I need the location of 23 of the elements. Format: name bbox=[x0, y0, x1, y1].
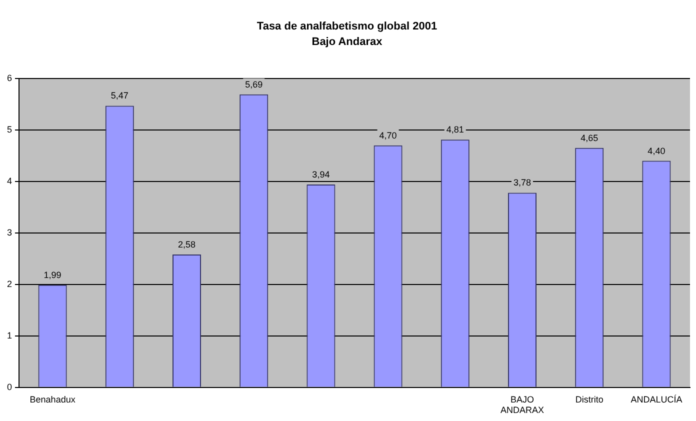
data-label: 3,78 bbox=[513, 178, 532, 188]
chart-title: Tasa de analfabetismo global 2001 bbox=[256, 20, 438, 33]
y-tick-label: 2 bbox=[6, 278, 12, 289]
chart-subtitle: Bajo Andarax bbox=[312, 36, 384, 48]
y-tick-label: 1 bbox=[6, 330, 12, 340]
y-tick-label: 6 bbox=[6, 72, 12, 83]
x-tick-label: BAJO ANDARAX bbox=[500, 394, 544, 416]
y-tick-label: 4 bbox=[6, 176, 12, 186]
x-tick-label: Distrito bbox=[575, 394, 604, 404]
y-tick-label: 0 bbox=[6, 382, 12, 392]
x-tick-label: Benahadux bbox=[30, 394, 76, 404]
data-label: 4,40 bbox=[648, 146, 666, 156]
x-tick-label: ANDALUCÍA bbox=[630, 394, 682, 404]
data-label: 5,69 bbox=[245, 79, 263, 90]
data-label: 4,70 bbox=[379, 130, 397, 140]
data-label: 2,58 bbox=[178, 240, 196, 250]
y-tick-label: 5 bbox=[6, 124, 12, 134]
y-tick-label: 3 bbox=[6, 227, 12, 238]
data-label: 4,65 bbox=[580, 132, 598, 143]
data-label: 5,47 bbox=[110, 90, 128, 101]
data-label: 3,94 bbox=[312, 169, 330, 180]
data-label: 1,99 bbox=[44, 270, 62, 280]
data-label: 4,81 bbox=[446, 124, 464, 135]
